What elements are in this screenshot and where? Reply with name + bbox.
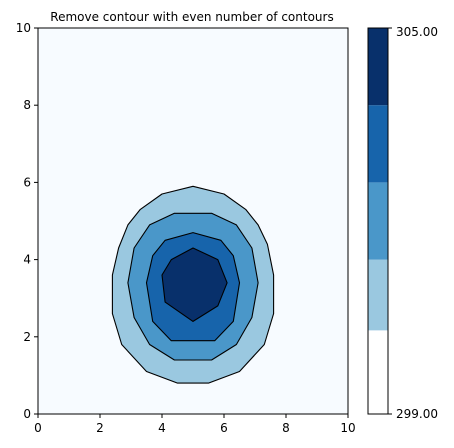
y-tick-label: 6 [23,175,31,189]
y-tick-label: 10 [16,21,31,35]
y-axis: 0 2 4 6 8 10 [16,21,38,421]
colorbar-band-5 [368,28,388,106]
x-tick-label: 0 [34,421,42,435]
x-tick-label: 6 [220,421,228,435]
colorbar-band-2 [368,259,388,331]
y-tick-label: 4 [23,253,31,267]
x-tick-label: 4 [158,421,166,435]
y-tick-label: 0 [23,407,31,421]
colorbar-band-1 [368,330,388,414]
axes-frame [37,27,349,415]
colorbar-frame [367,27,389,415]
colorbar-max-label: 305.00 [396,25,438,39]
chart-title: Remove contour with even number of conto… [50,10,333,24]
colorbar-band-4 [368,105,388,183]
colorbar [367,27,392,415]
x-tick-label: 2 [96,421,104,435]
x-tick-label: 8 [282,421,290,435]
contour-level-4 [161,247,228,322]
colorbar-min-label: 299.00 [396,407,438,421]
colorbar-band-3 [368,182,388,260]
y-tick-label: 2 [23,330,31,344]
x-tick-label: 10 [340,421,355,435]
x-axis: 0 2 4 6 8 10 [34,414,356,435]
y-tick-label: 8 [23,98,31,112]
plot-area [37,27,349,415]
